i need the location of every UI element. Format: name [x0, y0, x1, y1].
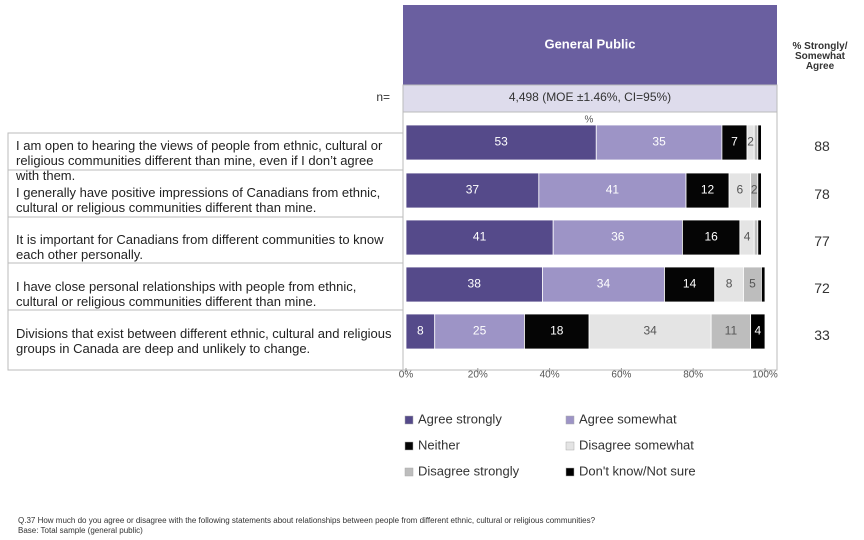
legend-label: Agree somewhat	[579, 411, 677, 426]
bar-segment	[405, 172, 540, 209]
total-value: 77	[814, 233, 830, 249]
legend-label: Disagree strongly	[418, 463, 520, 478]
legend-label: Don't know/Not sure	[579, 463, 696, 478]
footnote-base: Base: Total sample (general public)	[18, 526, 143, 535]
bar-segment	[685, 172, 730, 209]
bar-label: 8	[726, 277, 733, 291]
x-tick-label: 20%	[468, 370, 488, 381]
bar-label: 7	[731, 135, 738, 149]
bar-segment	[757, 124, 762, 161]
x-tick-label: 0%	[399, 370, 414, 381]
bar-label: 53	[494, 135, 508, 149]
legend-swatch	[565, 441, 575, 451]
bar-segment	[538, 172, 687, 209]
legend-label: Neither	[418, 437, 461, 452]
unit-label: %	[585, 115, 594, 126]
total-value: 72	[814, 280, 830, 296]
bar-segment	[710, 313, 752, 350]
bar-segment	[757, 172, 762, 209]
bar-label: 2	[747, 135, 754, 149]
legend-swatch	[404, 467, 414, 477]
footnote-question: Q.37 How much do you agree or disagree w…	[18, 516, 596, 525]
legend-swatch	[404, 441, 414, 451]
total-value: 78	[814, 186, 830, 202]
bar-segment	[753, 124, 759, 161]
legend-swatch	[565, 415, 575, 425]
bar-label: 14	[683, 277, 697, 291]
statement: It is important for Canadians from diffe…	[16, 232, 384, 262]
legend-swatch	[404, 415, 414, 425]
bar-segment	[757, 219, 762, 256]
bar-label: 35	[652, 135, 666, 149]
legend-label: Disagree somewhat	[579, 437, 694, 452]
bar-label: 41	[473, 230, 487, 244]
x-tick-label: 40%	[540, 370, 560, 381]
bar-segment	[682, 219, 741, 256]
bar-label: 18	[550, 324, 564, 338]
bar-segment	[542, 266, 665, 303]
bar-label: 25	[473, 324, 487, 338]
statement: I generally have positive impressions of…	[16, 185, 381, 215]
x-tick-label: 100%	[752, 370, 778, 381]
bar-segment	[595, 124, 723, 161]
statement: Divisions that exist between different e…	[16, 326, 392, 356]
bar-segment	[405, 313, 436, 350]
header: General Public	[544, 36, 635, 51]
bar-label: 4	[744, 230, 751, 244]
bar-segment	[588, 313, 712, 350]
right-header: % Strongly/ Somewhat Agree	[792, 41, 848, 72]
bar-label: 8	[417, 324, 424, 338]
bar-segment	[714, 266, 744, 303]
bar-label: 16	[704, 230, 718, 244]
statement-box	[7, 132, 404, 371]
bar-segment	[405, 124, 597, 161]
total-value: 88	[814, 138, 830, 154]
bar-label: 12	[701, 183, 715, 197]
bar-segment	[721, 124, 748, 161]
bar-segment	[405, 266, 543, 303]
bar-label: 11	[725, 324, 738, 338]
bar-label: 37	[466, 183, 480, 197]
n-value: 4,498 (MOE ±1.46%, CI=95%)	[509, 90, 671, 104]
bar-segment	[750, 313, 766, 350]
bar-label: 4	[754, 324, 761, 338]
header-box	[403, 5, 777, 85]
total-value: 33	[814, 327, 830, 343]
bar-segment	[434, 313, 525, 350]
legend-label: Agree strongly	[418, 411, 502, 426]
bar-label: 34	[643, 324, 657, 338]
bar-label: 34	[597, 277, 611, 291]
bar-label: 2	[751, 183, 758, 197]
bar-segment	[753, 219, 759, 256]
legend-swatch	[565, 467, 575, 477]
bar-segment	[761, 266, 766, 303]
statement: I am open to hearing the views of people…	[16, 138, 383, 183]
bar-label: 36	[611, 230, 625, 244]
statement: I have close personal relationships with…	[16, 279, 357, 309]
bar-segment	[405, 219, 554, 256]
x-tick-label: 60%	[611, 370, 631, 381]
bar-label: 5	[749, 277, 756, 291]
n-box	[402, 84, 778, 113]
n-label: n=	[376, 90, 390, 104]
bar-label: 41	[606, 183, 620, 197]
bar-segment	[552, 219, 683, 256]
bar-label: 38	[468, 277, 482, 291]
bar-label: 6	[737, 183, 744, 197]
bar-segment	[524, 313, 590, 350]
x-tick-label: 80%	[683, 370, 703, 381]
